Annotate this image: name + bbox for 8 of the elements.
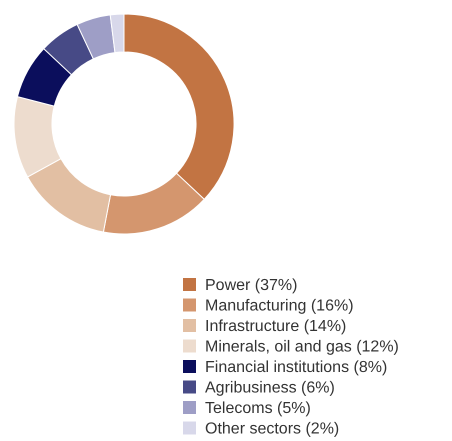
legend-label: Financial institutions (8%) <box>205 359 388 376</box>
legend-label: Infrastructure (14%) <box>205 318 346 335</box>
legend-label: Minerals, oil and gas (12%) <box>205 338 399 356</box>
legend-label: Power (37%) <box>205 277 298 294</box>
legend-label: Agribusiness (6%) <box>205 380 335 396</box>
legend-label: Other sectors (2%) <box>205 420 340 438</box>
legend-label: Telecoms (5%) <box>205 400 311 417</box>
legend-label: Manufacturing (16%) <box>205 298 354 314</box>
